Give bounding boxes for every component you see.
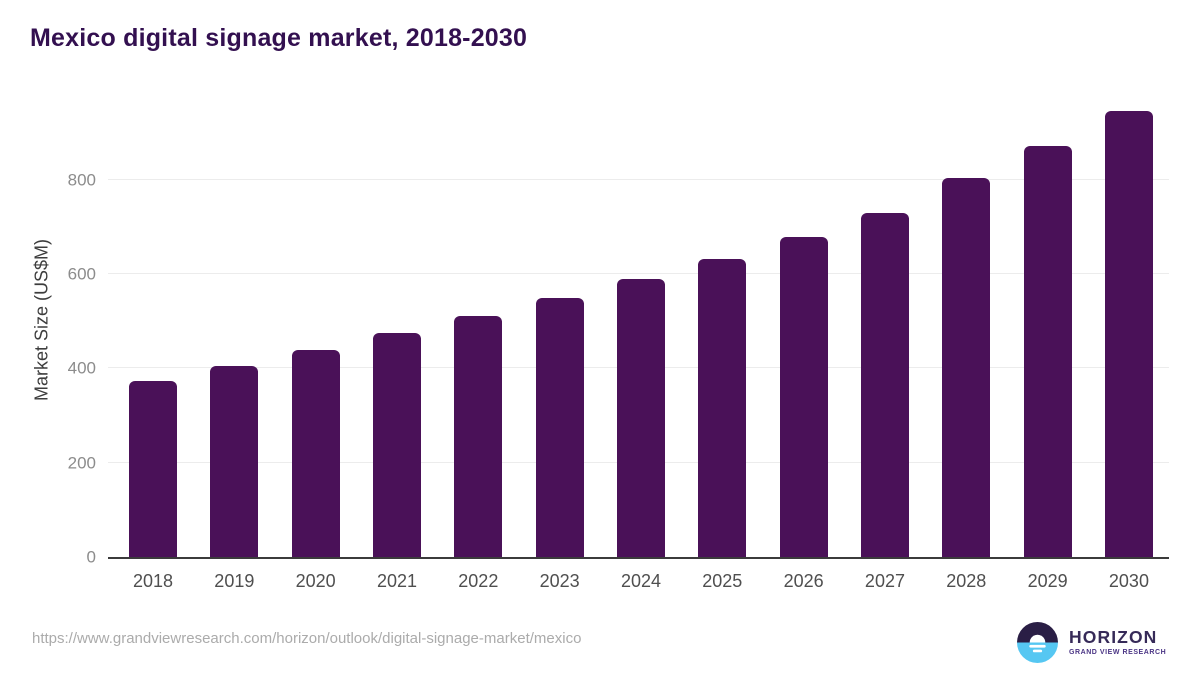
bar-2030 [1104,111,1153,557]
bar-slot-2030: 2030 [1104,95,1153,591]
bar-2020 [291,349,340,557]
x-tick-label: 2029 [1027,571,1068,591]
x-tick-label: 2019 [214,571,255,591]
x-tick-label: 2026 [783,571,824,591]
y-axis-title: Market Size (US$M) [31,238,52,402]
bars-container: 2018 2019 2020 2021 2022 2023 2024 2025 2026 2027… [108,95,1169,591]
x-tick-label: 2022 [458,571,499,591]
bar-slot-2023: 2023 [535,95,584,591]
bar-slot-2021: 2021 [372,95,421,591]
bar-slot-2025: 2025 [698,95,747,591]
x-tick-label: 2027 [864,571,905,591]
x-tick-label: 2018 [132,571,174,591]
gridline [108,273,1169,275]
bar-slot-2026: 2026 [779,95,828,591]
bar-2026 [779,237,828,557]
y-tick-label: 400 [67,358,96,378]
x-tick-label: 2024 [620,571,661,591]
y-tick-label: 0 [86,547,96,567]
plot-area: 0 200 400 600 800 2018 2019 2020 2021 2022 2023 202… [68,95,1169,591]
x-tick-label: 2020 [295,571,336,591]
horizon-logo: HORIZON GRAND VIEW RESEARCH [1017,622,1166,663]
bar-2025 [698,259,747,557]
x-tick-label: 2023 [539,571,580,591]
logo-subtitle: GRAND VIEW RESEARCH [1069,649,1167,657]
horizon-sun-circle-icon [1017,622,1058,663]
source-url: https://www.grandviewresearch.com/horizo… [32,630,582,647]
y-tick-label: 200 [67,453,96,473]
bar-slot-2027: 2027 [860,95,909,591]
x-tick-label: 2028 [946,571,987,591]
logo-name: HORIZON [1069,626,1158,647]
y-tick-label: 800 [67,170,96,190]
y-tick-label: 600 [67,264,96,284]
bar-2021 [372,333,421,557]
gridline [108,178,1169,180]
x-tick-label: 2030 [1108,571,1149,591]
bar-slot-2024: 2024 [616,95,665,591]
chart-title: Mexico digital signage market, 2018-2030 [30,24,528,52]
bar-2023 [535,298,584,557]
bar-slot-2020: 2020 [291,95,340,591]
bar-2028 [942,178,991,557]
bar-slot-2022: 2022 [454,95,503,591]
bar-2019 [210,365,259,557]
bar-slot-2028: 2028 [942,95,991,591]
bar-2018 [129,380,177,557]
logo-text-block: HORIZON GRAND VIEW RESEARCH [1069,626,1167,657]
bar-slot-2018: 2018 [129,95,177,591]
bar-slot-2019: 2019 [210,95,259,591]
bar-2027 [860,213,909,557]
bar-slot-2029: 2029 [1023,95,1072,591]
bar-2022 [454,316,503,557]
bar-2024 [616,278,665,557]
x-tick-label: 2025 [702,571,743,591]
bar-2029 [1023,146,1072,557]
x-tick-label: 2021 [376,571,418,591]
